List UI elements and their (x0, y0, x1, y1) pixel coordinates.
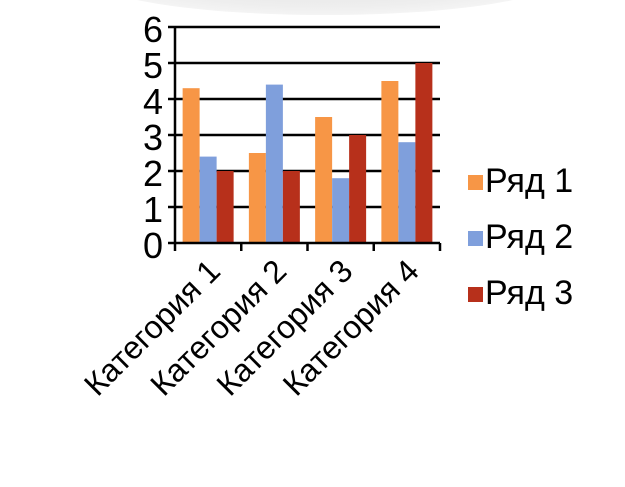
legend-label: Ряд 3 (485, 274, 573, 312)
bar-3-4 (415, 63, 433, 243)
legend-swatch (468, 287, 483, 302)
axes (168, 25, 442, 251)
y-tick-label: 6 (143, 9, 163, 50)
bar-2-4 (398, 142, 416, 243)
bar-3-2 (282, 171, 300, 243)
bar-3-3 (349, 135, 367, 243)
bar-2-1 (199, 156, 217, 243)
y-tick-label: 4 (143, 81, 163, 122)
bar-1-1 (182, 88, 200, 243)
legend-label: Ряд 2 (485, 218, 573, 256)
legend-label: Ряд 1 (485, 162, 573, 200)
legend-swatch (468, 231, 483, 246)
legend-swatch (468, 175, 483, 190)
legend: Ряд 1 Ряд 2 Ряд 3 (468, 162, 573, 312)
bar-1-4 (381, 81, 399, 243)
bar-1-3 (315, 117, 333, 243)
y-tick-label: 1 (143, 189, 163, 230)
bar-1-2 (248, 153, 266, 243)
y-tick-label: 5 (143, 45, 163, 86)
bar-3-1 (216, 171, 234, 243)
y-tick-label: 0 (143, 225, 163, 266)
bar-2-3 (332, 178, 350, 243)
y-tick-label: 3 (143, 117, 163, 158)
bar-2-2 (265, 84, 283, 243)
y-tick-label: 2 (143, 153, 163, 194)
bars (182, 63, 433, 243)
